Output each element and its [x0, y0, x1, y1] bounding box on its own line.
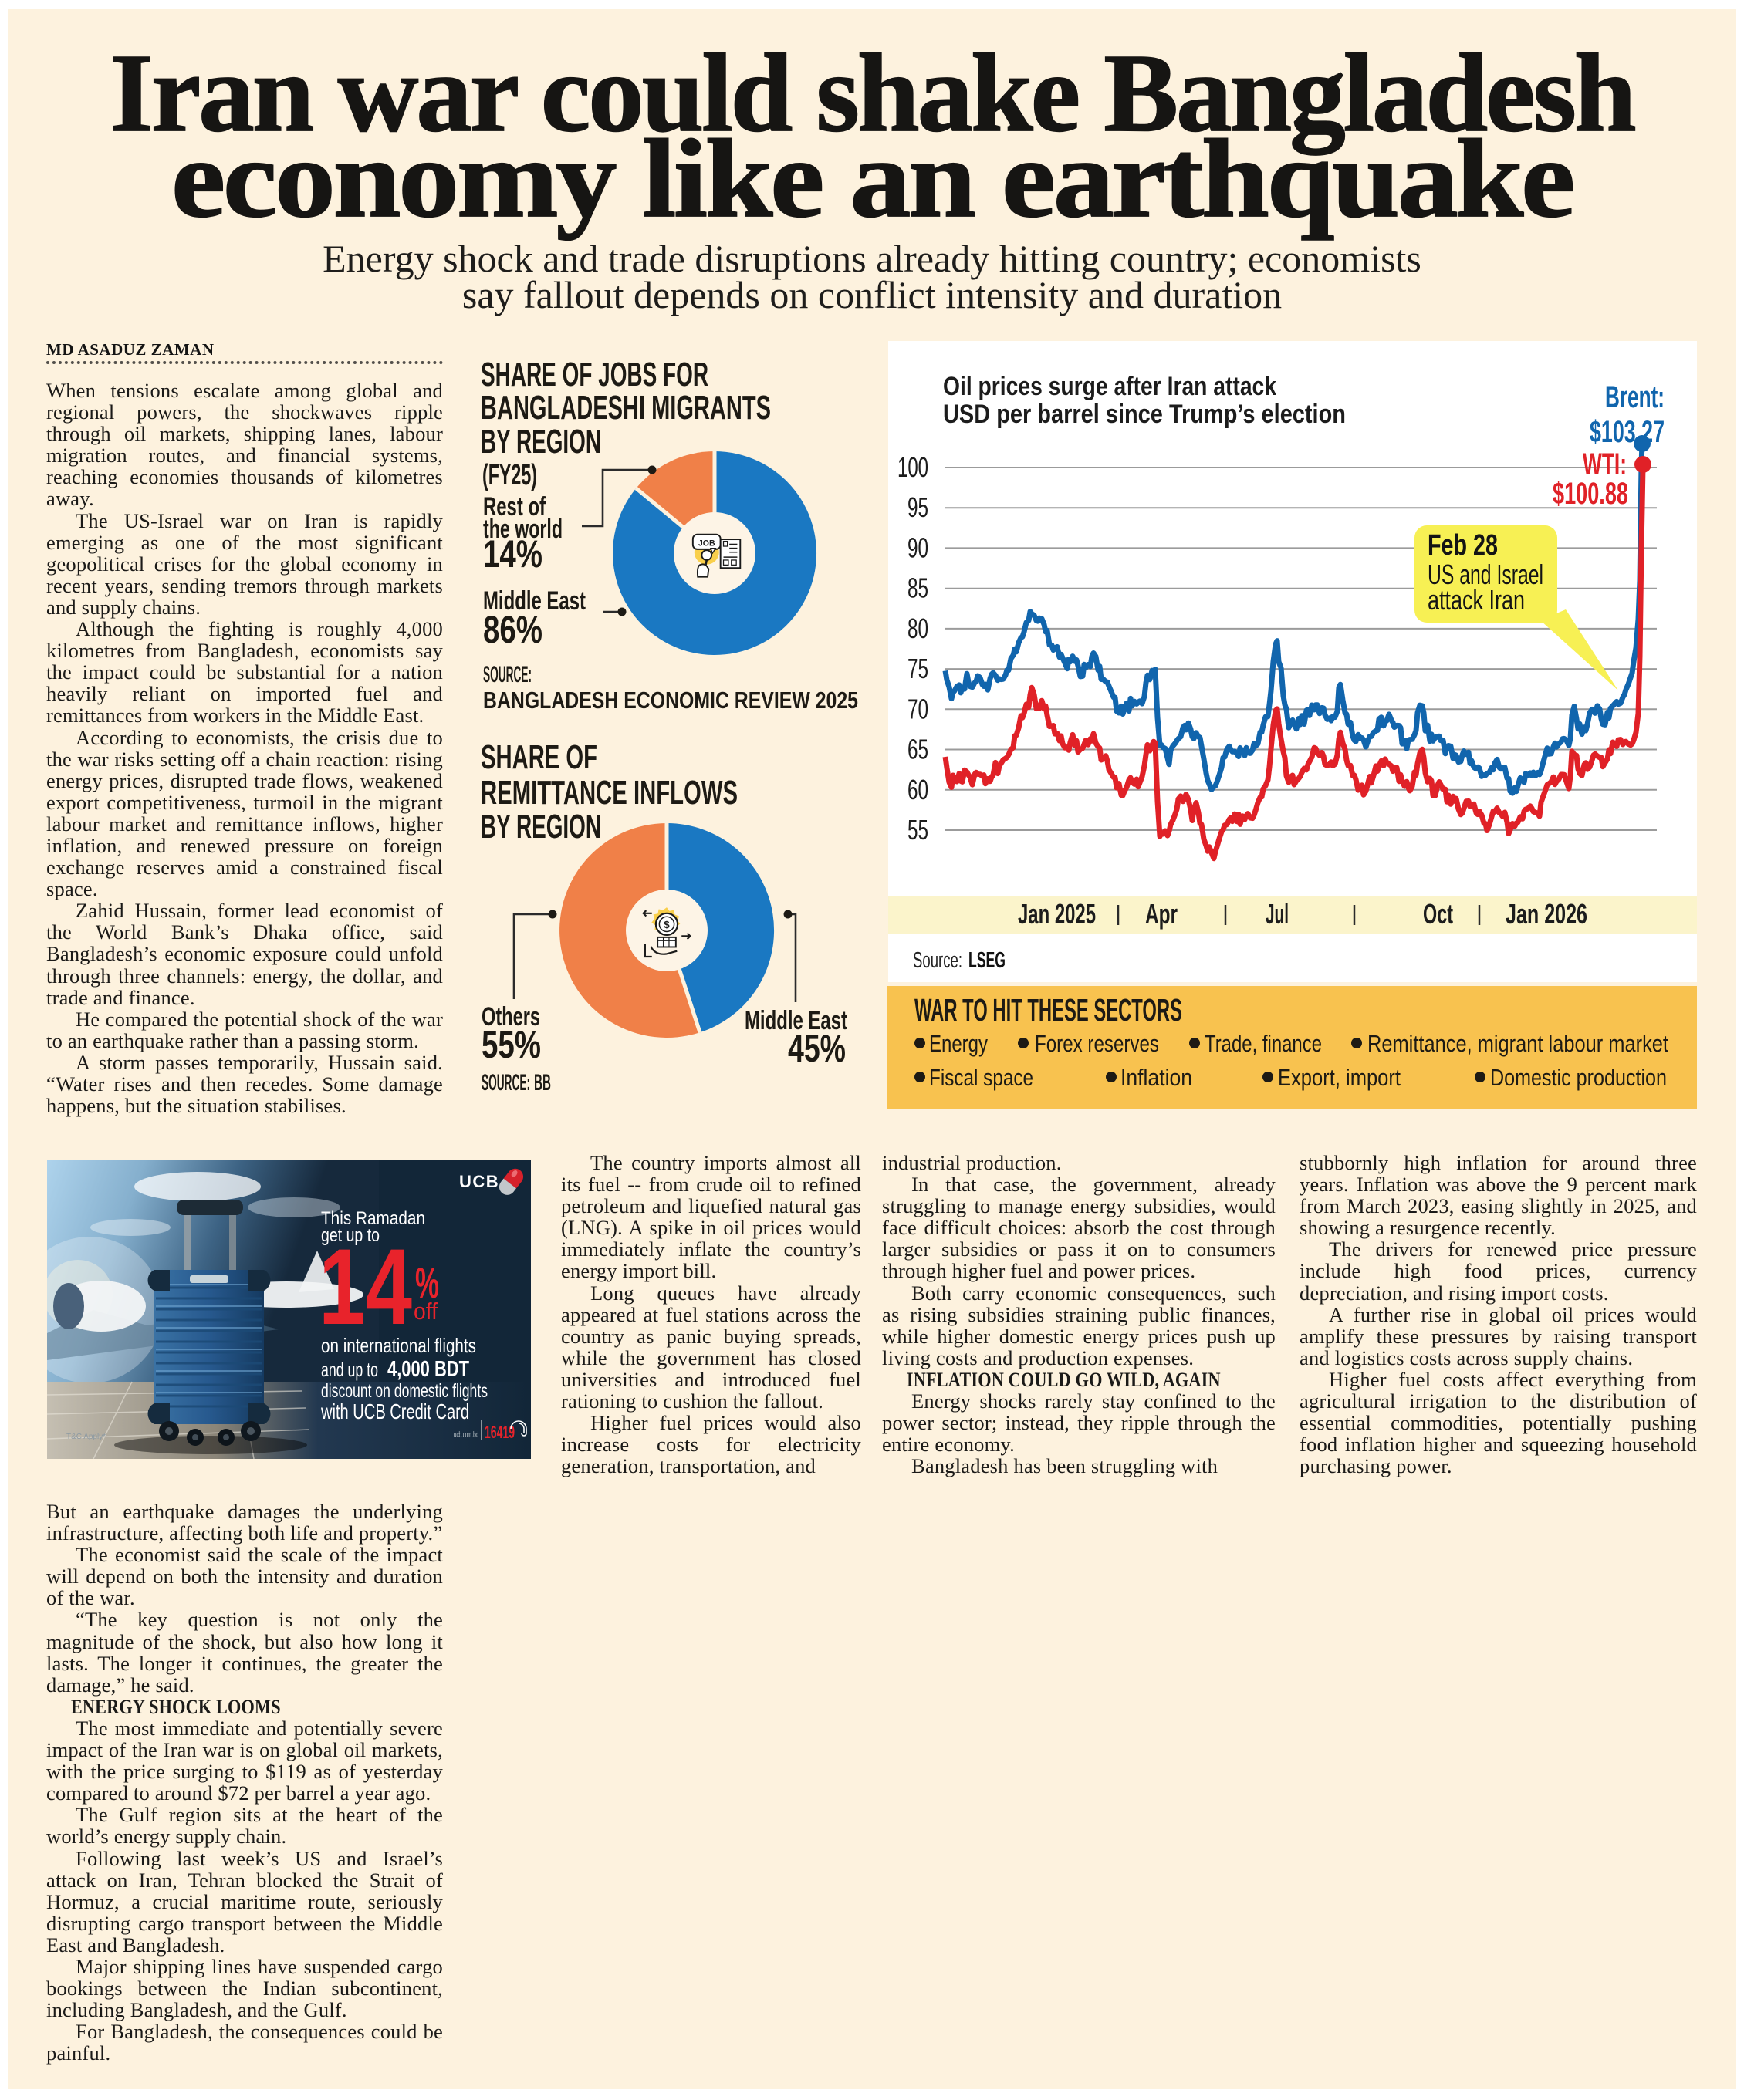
- svg-text:with UCB Credit Card: with UCB Credit Card: [320, 1399, 469, 1423]
- svg-text:60: 60: [907, 774, 928, 805]
- svg-text:SHARE OF JOBS FOR: SHARE OF JOBS FOR: [481, 356, 708, 393]
- svg-text:US and Israel: US and Israel: [1428, 559, 1543, 590]
- svg-text:Domestic production: Domestic production: [1490, 1064, 1667, 1091]
- svg-text:on international flights: on international flights: [321, 1334, 476, 1357]
- svg-text:BB: BB: [534, 1070, 551, 1096]
- svg-text:Fiscal space: Fiscal space: [929, 1064, 1033, 1091]
- svg-text:ucb.com.bd: ucb.com.bd: [454, 1430, 478, 1440]
- svg-text:%: %: [415, 1258, 439, 1307]
- svg-text:BY REGION: BY REGION: [481, 808, 601, 846]
- svg-text:70: 70: [907, 693, 928, 724]
- svg-text:Forex reserves: Forex reserves: [1035, 1030, 1159, 1057]
- svg-text:(FY25): (FY25): [482, 459, 537, 491]
- svg-text:55%: 55%: [482, 1023, 541, 1066]
- svg-text:Apr: Apr: [1145, 898, 1178, 930]
- svg-text:This Ramadan: This Ramadan: [321, 1208, 425, 1229]
- svg-text:discount on domestic flights: discount on domestic flights: [321, 1380, 488, 1402]
- svg-text:86%: 86%: [483, 608, 542, 651]
- svg-text:80: 80: [907, 613, 928, 644]
- svg-text:Jan 2026: Jan 2026: [1506, 898, 1587, 930]
- svg-text:JOB: JOB: [698, 539, 715, 548]
- svg-text:Feb 28: Feb 28: [1428, 529, 1498, 562]
- svg-text:BY REGION: BY REGION: [481, 423, 601, 461]
- svg-text:65: 65: [907, 734, 928, 765]
- svg-text:85: 85: [907, 572, 928, 604]
- svg-text:14%: 14%: [483, 532, 542, 576]
- svg-text:BANGLADESH ECONOMIC REVIEW 202: BANGLADESH ECONOMIC REVIEW 2025: [483, 687, 858, 714]
- svg-text:Rest of: Rest of: [483, 492, 546, 522]
- svg-text:LSEG: LSEG: [968, 948, 1006, 973]
- svg-text:SHARE OF: SHARE OF: [481, 738, 597, 776]
- svg-text:WTI:: WTI:: [1583, 447, 1627, 481]
- svg-text:$: $: [664, 919, 670, 930]
- svg-text:Jul: Jul: [1266, 898, 1289, 930]
- svg-text:REMITTANCE INFLOWS: REMITTANCE INFLOWS: [481, 774, 738, 812]
- svg-text:and up to: and up to: [321, 1358, 378, 1381]
- svg-text:45%: 45%: [788, 1027, 846, 1070]
- svg-text:Source:: Source:: [913, 948, 962, 973]
- svg-text:Energy: Energy: [929, 1030, 988, 1057]
- svg-text:Middle East: Middle East: [483, 586, 586, 616]
- svg-text:Inflation: Inflation: [1120, 1064, 1192, 1091]
- svg-text:SOURCE:: SOURCE:: [483, 662, 532, 687]
- svg-text:off: off: [414, 1298, 438, 1325]
- svg-text:UCB: UCB: [459, 1172, 499, 1191]
- svg-text:16419: 16419: [485, 1422, 515, 1442]
- svg-text:75: 75: [907, 653, 928, 684]
- svg-text:Brent:: Brent:: [1605, 380, 1665, 414]
- svg-text:Middle East: Middle East: [745, 1006, 847, 1035]
- svg-text:BANGLADESHI MIGRANTS: BANGLADESHI MIGRANTS: [481, 389, 771, 427]
- svg-text:95: 95: [907, 491, 928, 523]
- svg-text:55: 55: [907, 814, 928, 846]
- svg-text:USD per barrel since Trump’s e: USD per barrel since Trump’s election: [943, 400, 1346, 429]
- svg-text:attack Iran: attack Iran: [1428, 584, 1525, 616]
- svg-text:SOURCE:: SOURCE:: [482, 1070, 530, 1096]
- svg-text:Oil prices surge after Iran at: Oil prices surge after Iran attack: [943, 372, 1276, 401]
- svg-text:$100.88: $100.88: [1553, 477, 1628, 511]
- svg-text:get up to: get up to: [321, 1225, 380, 1246]
- svg-text:Export, import: Export, import: [1278, 1064, 1401, 1091]
- svg-text:the world: the world: [483, 515, 563, 544]
- svg-text:100: 100: [897, 451, 928, 483]
- svg-text:T&C Apply*: T&C Apply*: [66, 1433, 106, 1441]
- svg-text:WAR TO HIT THESE SECTORS: WAR TO HIT THESE SECTORS: [914, 992, 1182, 1028]
- svg-text:Others: Others: [482, 1002, 540, 1031]
- svg-text:14: 14: [319, 1226, 412, 1347]
- svg-text:$103.27: $103.27: [1590, 415, 1665, 449]
- svg-text:Remittance, migrant labour mar: Remittance, migrant labour market: [1367, 1030, 1668, 1057]
- svg-text:4,000 BDT: 4,000 BDT: [387, 1357, 469, 1382]
- svg-text:Trade, finance: Trade, finance: [1205, 1030, 1322, 1057]
- svg-text:Oct: Oct: [1423, 898, 1453, 930]
- svg-text:90: 90: [907, 532, 928, 563]
- svg-text:Jan 2025: Jan 2025: [1018, 898, 1096, 930]
